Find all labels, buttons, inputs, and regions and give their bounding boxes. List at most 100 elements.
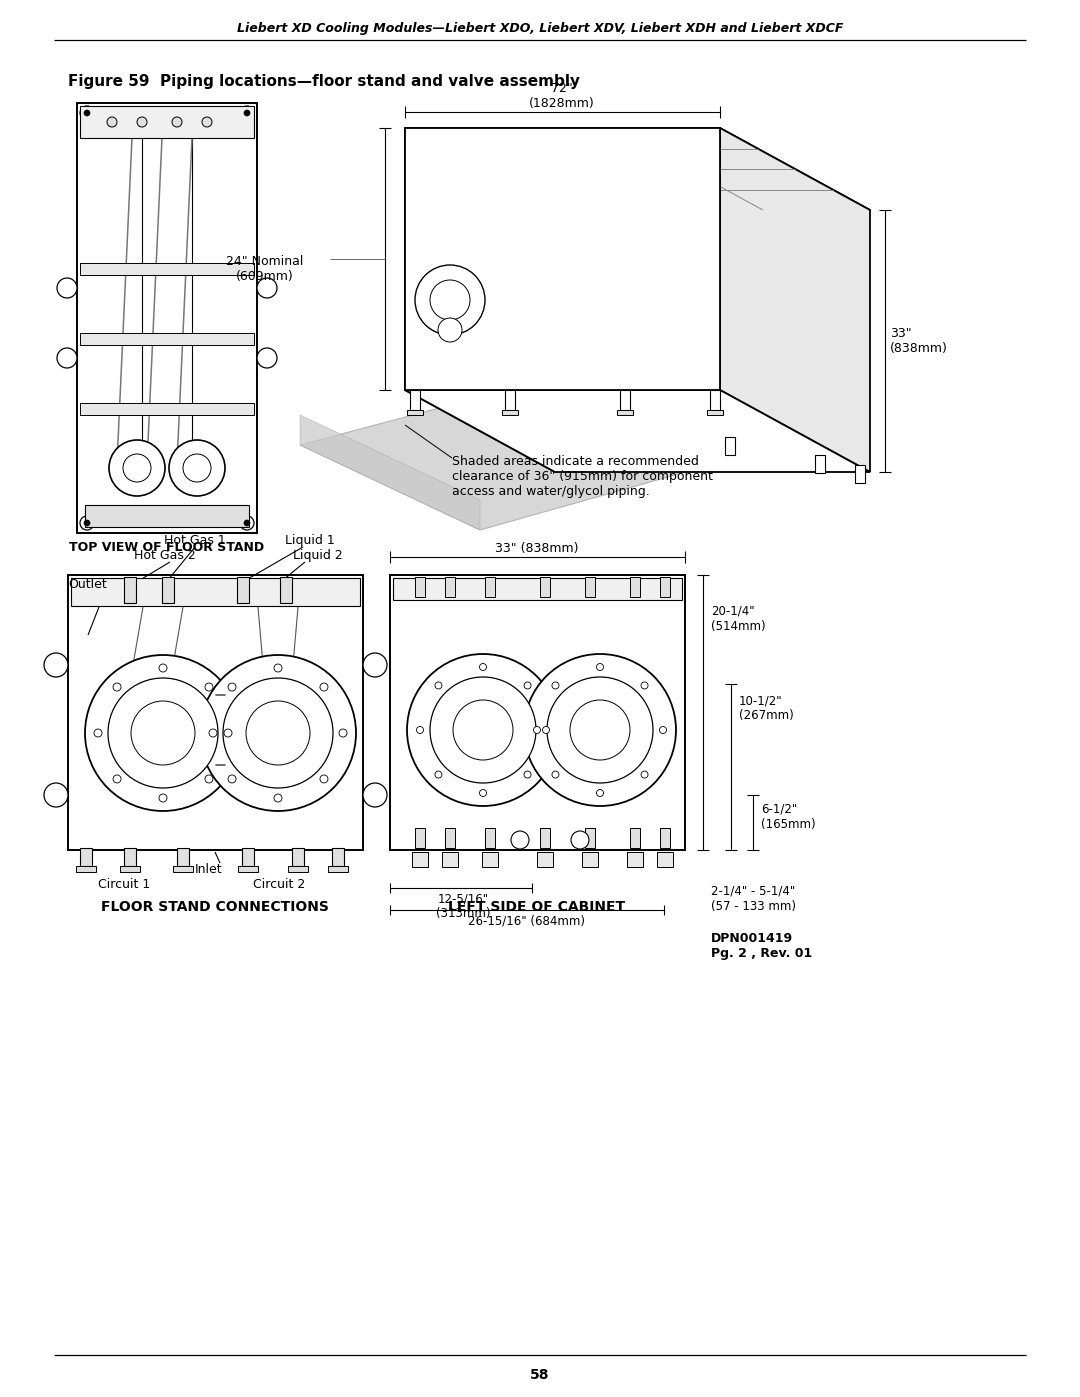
Text: Circuit 2: Circuit 2 (253, 877, 306, 891)
Circle shape (244, 520, 249, 527)
Bar (68, 576, 363, 849)
Circle shape (453, 700, 513, 760)
Bar (415, 577, 426, 597)
Circle shape (108, 678, 218, 788)
Circle shape (210, 729, 217, 738)
Polygon shape (300, 415, 480, 529)
Circle shape (113, 775, 121, 782)
Circle shape (85, 655, 241, 812)
Bar (502, 409, 518, 415)
Circle shape (44, 652, 68, 678)
Bar (482, 852, 498, 868)
Circle shape (435, 682, 442, 689)
Bar (540, 828, 550, 848)
Circle shape (109, 440, 165, 496)
Circle shape (552, 771, 559, 778)
Circle shape (240, 515, 254, 529)
Bar (537, 852, 553, 868)
Circle shape (552, 682, 559, 689)
Bar (505, 390, 515, 409)
Circle shape (80, 106, 94, 120)
Bar (485, 828, 495, 848)
Bar (238, 866, 258, 872)
Text: 24" Nominal
(609mm): 24" Nominal (609mm) (227, 256, 303, 284)
Polygon shape (300, 339, 870, 529)
Bar (71, 578, 360, 606)
Text: 6-1/2"
(165mm): 6-1/2" (165mm) (761, 803, 815, 831)
Text: Liquid 2: Liquid 2 (293, 549, 342, 562)
Circle shape (84, 520, 90, 527)
Text: TOP VIEW OF FLOOR STAND: TOP VIEW OF FLOOR STAND (69, 541, 265, 555)
Circle shape (224, 729, 232, 738)
Bar (630, 577, 640, 597)
Bar (292, 848, 303, 866)
Bar (85, 504, 249, 527)
Bar (120, 866, 140, 872)
Circle shape (320, 775, 328, 782)
Circle shape (205, 683, 213, 692)
Text: Liebert XD Cooling Modules—Liebert XDO, Liebert XDV, Liebert XDH and Liebert XDC: Liebert XD Cooling Modules—Liebert XDO, … (237, 22, 843, 35)
Circle shape (524, 682, 531, 689)
Bar (620, 390, 630, 409)
Circle shape (546, 678, 653, 782)
Bar (80, 263, 254, 275)
Bar (80, 332, 254, 345)
Circle shape (570, 700, 630, 760)
Bar (328, 866, 348, 872)
Polygon shape (405, 129, 555, 472)
Circle shape (660, 726, 666, 733)
Circle shape (417, 726, 423, 733)
Text: 33" (838mm): 33" (838mm) (496, 542, 579, 555)
Circle shape (228, 683, 237, 692)
Circle shape (57, 278, 77, 298)
Bar (585, 577, 595, 597)
Bar (445, 828, 455, 848)
Bar (445, 577, 455, 597)
Bar (242, 848, 254, 866)
Text: Outlet: Outlet (68, 577, 107, 591)
Circle shape (244, 110, 249, 116)
Circle shape (430, 678, 536, 782)
Circle shape (123, 454, 151, 482)
Text: Circuit 1: Circuit 1 (98, 877, 150, 891)
Bar (407, 409, 423, 415)
Text: Shaded areas indicate a recommended
clearance of 36" (915mm) for component
acces: Shaded areas indicate a recommended clea… (453, 455, 713, 497)
Circle shape (339, 729, 347, 738)
Polygon shape (405, 390, 870, 472)
Bar (442, 852, 458, 868)
Text: Pg. 2 , Rev. 01: Pg. 2 , Rev. 01 (711, 947, 812, 960)
Bar (582, 852, 598, 868)
Circle shape (438, 319, 462, 342)
Circle shape (571, 831, 589, 849)
Circle shape (534, 726, 540, 733)
Circle shape (172, 117, 183, 127)
Circle shape (596, 789, 604, 796)
Circle shape (113, 683, 121, 692)
Text: Hot Gas 1: Hot Gas 1 (164, 534, 226, 548)
Bar (124, 577, 136, 604)
Bar (177, 848, 189, 866)
Circle shape (511, 831, 529, 849)
Bar (855, 465, 865, 483)
Circle shape (200, 655, 356, 812)
Bar (540, 577, 550, 597)
Bar (630, 828, 640, 848)
Text: FLOOR STAND CONNECTIONS: FLOOR STAND CONNECTIONS (102, 900, 329, 914)
Circle shape (320, 683, 328, 692)
Circle shape (524, 771, 531, 778)
Bar (280, 577, 292, 604)
Bar (80, 106, 254, 138)
Bar (707, 409, 723, 415)
Circle shape (94, 729, 102, 738)
Text: Liquid 1: Liquid 1 (285, 534, 335, 548)
Bar (162, 577, 174, 604)
Circle shape (228, 775, 237, 782)
Text: 26-15/16" (684mm): 26-15/16" (684mm) (469, 914, 585, 928)
Circle shape (435, 771, 442, 778)
Circle shape (642, 771, 648, 778)
Circle shape (107, 117, 117, 127)
Circle shape (363, 782, 387, 807)
Bar (415, 828, 426, 848)
Text: 20-1/4"
(514mm): 20-1/4" (514mm) (711, 605, 766, 633)
Text: 33"
(838mm): 33" (838mm) (890, 327, 948, 355)
